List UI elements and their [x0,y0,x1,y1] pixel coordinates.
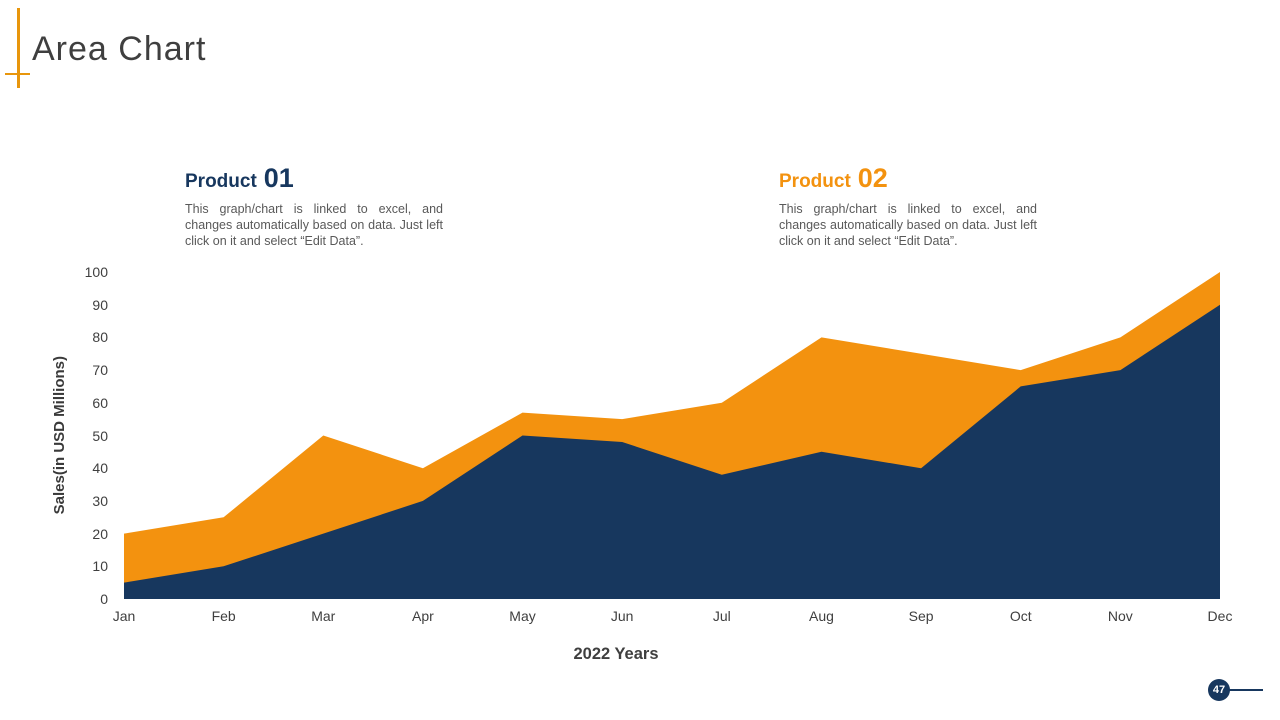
x-tick-label: Sep [908,608,934,624]
x-tick-label: Jan [112,608,136,624]
y-tick-label: 70 [92,362,108,379]
legend-product-01: Product 01 This graph/chart is linked to… [185,163,443,249]
y-tick-label: 60 [92,394,108,411]
legend-product-02: Product 02 This graph/chart is linked to… [779,163,1037,249]
x-tick-label: Oct [1009,608,1032,624]
x-tick-label: Apr [412,608,434,624]
x-axis-title: 2022 Years [573,645,659,663]
legend-product-02-title: Product 02 [779,163,1037,194]
y-tick-label: 30 [92,492,108,509]
area-chart-svg [124,272,1220,599]
y-tick-label: 50 [92,427,108,444]
y-tick-label: 0 [100,591,108,607]
area-chart[interactable] [124,272,1220,599]
page-title: Area Chart [32,30,207,68]
legend-product-02-description: This graph/chart is linked to excel, and… [779,202,1037,248]
legend-product-01-title: Product 01 [185,163,443,194]
x-tick-label: Jul [712,608,731,624]
y-tick-label: 10 [92,558,108,575]
x-tick-label: Mar [311,608,336,624]
series-product-01-area [124,304,1220,599]
legend-product-02-number: 02 [857,163,888,193]
legend-product-01-label: Product [185,171,257,192]
page-number-line [1229,689,1263,691]
legend-product-02-label: Product [779,171,851,192]
x-tick-label: Aug [808,608,834,624]
x-tick-label: Nov [1107,608,1133,624]
y-tick-label: 90 [92,296,108,313]
legend-product-01-number: 01 [263,163,294,193]
accent-horizontal-line [5,73,30,75]
y-tick-label: 100 [84,264,108,280]
y-tick-label: 80 [92,329,108,346]
x-tick-label: Feb [211,608,236,624]
x-tick-label: May [509,608,536,624]
accent-vertical-line [17,8,20,88]
page-number-badge: 47 [1208,679,1230,701]
legend-product-01-description: This graph/chart is linked to excel, and… [185,202,443,248]
y-tick-label: 20 [92,525,108,542]
x-tick-label: Dec [1207,608,1233,624]
y-tick-label: 40 [92,460,108,477]
x-tick-label: Jun [610,608,634,624]
